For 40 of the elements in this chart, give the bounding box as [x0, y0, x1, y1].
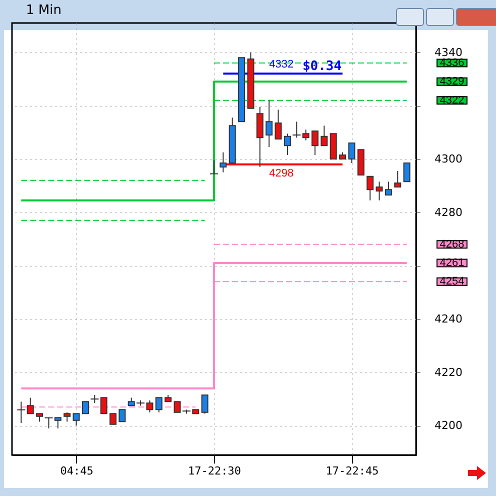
y-tick-label: 4200 [434, 419, 462, 432]
candlestick [17, 401, 26, 424]
candlestick [118, 409, 126, 422]
candlestick [384, 181, 392, 196]
candlestick [376, 181, 383, 201]
candlestick [348, 142, 356, 164]
x-tick-label: 17-22:30 [188, 464, 241, 478]
candlestick [72, 413, 80, 426]
candlestick [366, 176, 374, 201]
annotation: $0.34 [302, 59, 342, 74]
candlestick [44, 416, 53, 429]
candlestick [110, 413, 116, 425]
chart-title: 1 Min [26, 3, 62, 18]
candlestick [302, 129, 310, 141]
candlestick [312, 130, 318, 156]
candlestick [201, 394, 208, 414]
candlestick [403, 162, 410, 182]
candlestick [82, 401, 89, 414]
candlestick [155, 397, 162, 413]
candlestick [64, 412, 71, 422]
candlestick [292, 121, 301, 138]
candlestick [26, 397, 34, 414]
y-tick-label: 4220 [434, 366, 462, 379]
y-tick-label: 4340 [434, 46, 462, 59]
candlestick [394, 170, 402, 188]
candlestick [320, 125, 328, 146]
candlestick [256, 106, 264, 168]
candlestick [210, 160, 218, 174]
y-tick-label: 4300 [434, 152, 462, 166]
candlestick [54, 417, 62, 429]
series-label: 4298 [269, 167, 294, 180]
y-tick-label: 4280 [434, 206, 462, 219]
candlestick [100, 397, 108, 414]
candlestick [266, 100, 273, 148]
candlestick [274, 109, 282, 140]
candlestick [284, 133, 291, 156]
x-tick-label: 17-22:45 [326, 464, 379, 478]
y-tick-label: 4240 [434, 312, 462, 326]
x-tick-label: 04:45 [60, 464, 94, 478]
candlestick [220, 152, 227, 173]
